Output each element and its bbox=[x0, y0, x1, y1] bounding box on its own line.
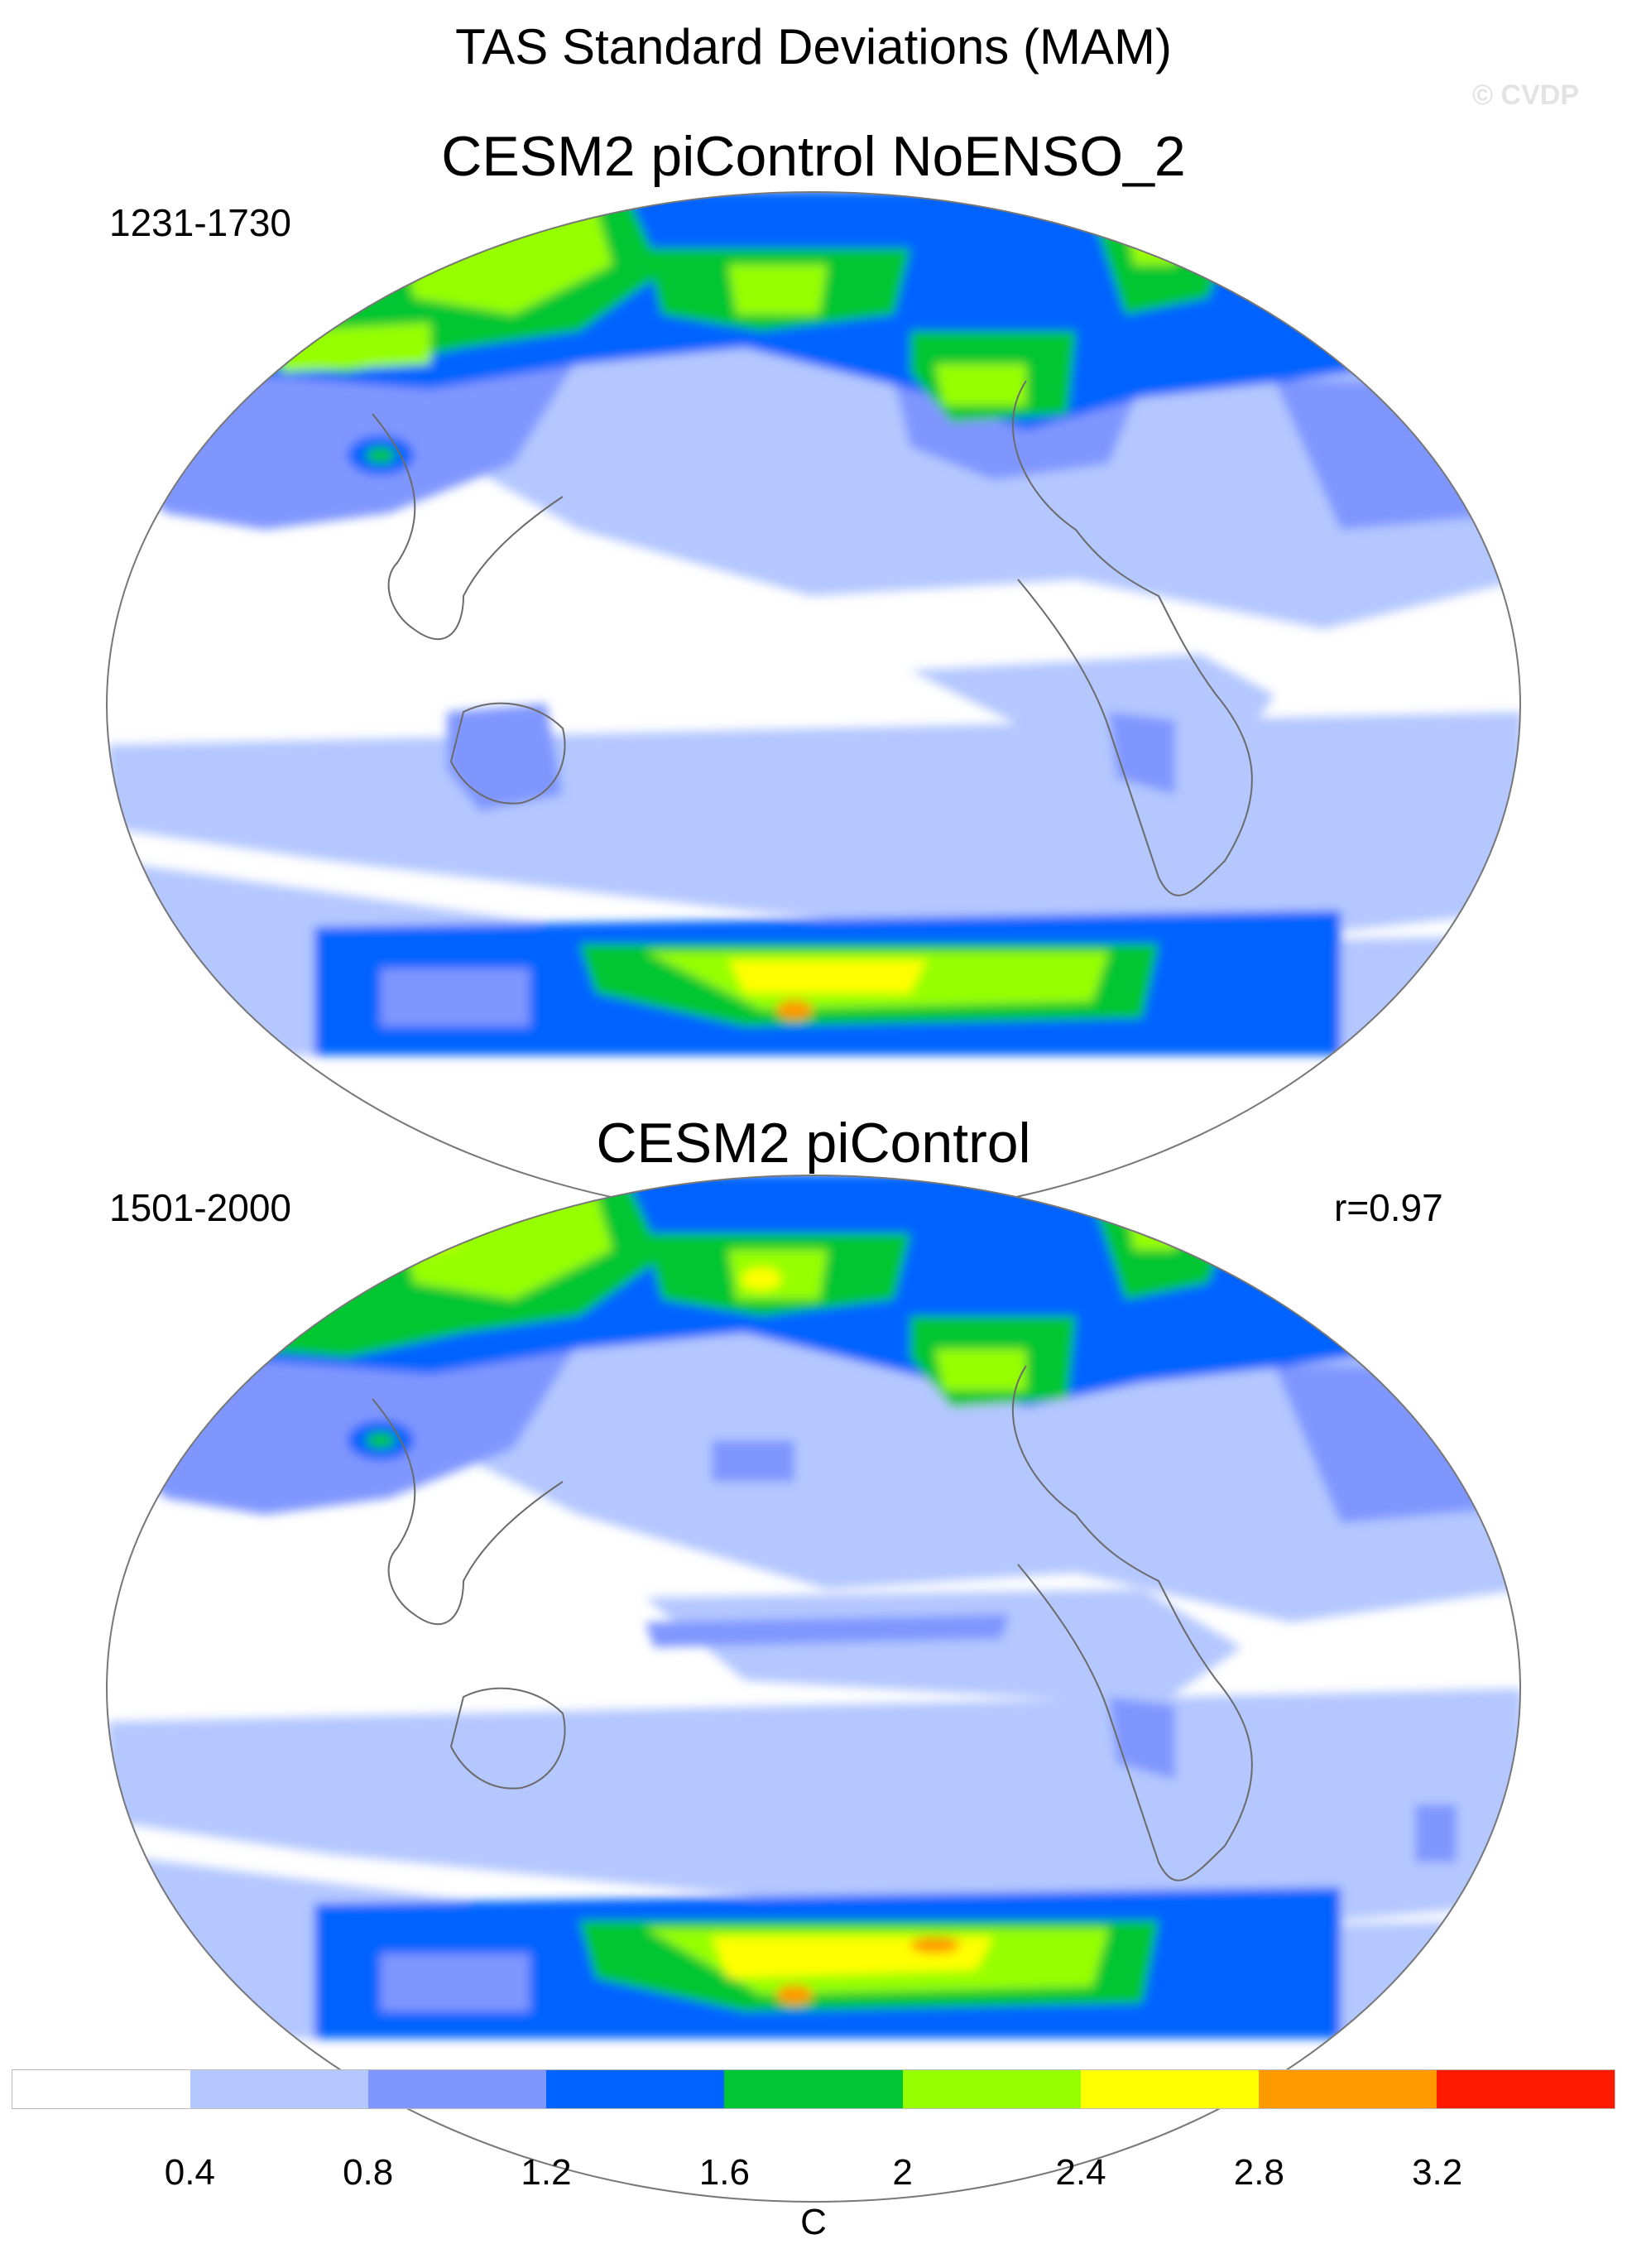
colorbar-segment-0 bbox=[12, 2070, 191, 2108]
colorbar-tick-label: 2.4 bbox=[1055, 2152, 1106, 2193]
colorbar-tick-label: 2.8 bbox=[1233, 2152, 1284, 2193]
map-2-contours bbox=[107, 1175, 1520, 2039]
figure-title: TAS Standard Deviations (MAM) bbox=[455, 19, 1172, 74]
panel-1-period: 1231-1730 bbox=[109, 201, 291, 244]
panel-2-title: CESM2 piControl bbox=[596, 1112, 1031, 1175]
colorbar-segment-5 bbox=[902, 2070, 1081, 2108]
colorbar-tick-label: 2 bbox=[892, 2152, 913, 2193]
colorbar-segment-3 bbox=[546, 2070, 725, 2108]
colorbar-tick-label: 1.2 bbox=[521, 2152, 572, 2193]
colorbar-units-label: C bbox=[800, 2202, 827, 2242]
colorbar-segment-6 bbox=[1080, 2070, 1259, 2108]
panel-2-correlation: r=0.97 bbox=[1334, 1186, 1443, 1229]
panel-1-title: CESM2 piControl NoENSO_2 bbox=[441, 125, 1186, 188]
colorbar-segment-8 bbox=[1436, 2070, 1615, 2108]
colorbar-tick-label: 1.6 bbox=[698, 2152, 750, 2193]
watermark: © CVDP bbox=[1472, 79, 1579, 111]
colorbar bbox=[12, 2069, 1615, 2109]
colorbar-segment-7 bbox=[1258, 2070, 1437, 2108]
colorbar-segment-1 bbox=[190, 2070, 369, 2108]
colorbar-tick-label: 0.8 bbox=[343, 2152, 394, 2193]
colorbar-tick-label: 0.4 bbox=[164, 2152, 215, 2193]
colorbar-tick-label: 3.2 bbox=[1412, 2152, 1463, 2193]
panel-2-period: 1501-2000 bbox=[109, 1186, 291, 1229]
colorbar-segment-2 bbox=[368, 2070, 547, 2108]
colorbar-segment-4 bbox=[724, 2070, 903, 2108]
